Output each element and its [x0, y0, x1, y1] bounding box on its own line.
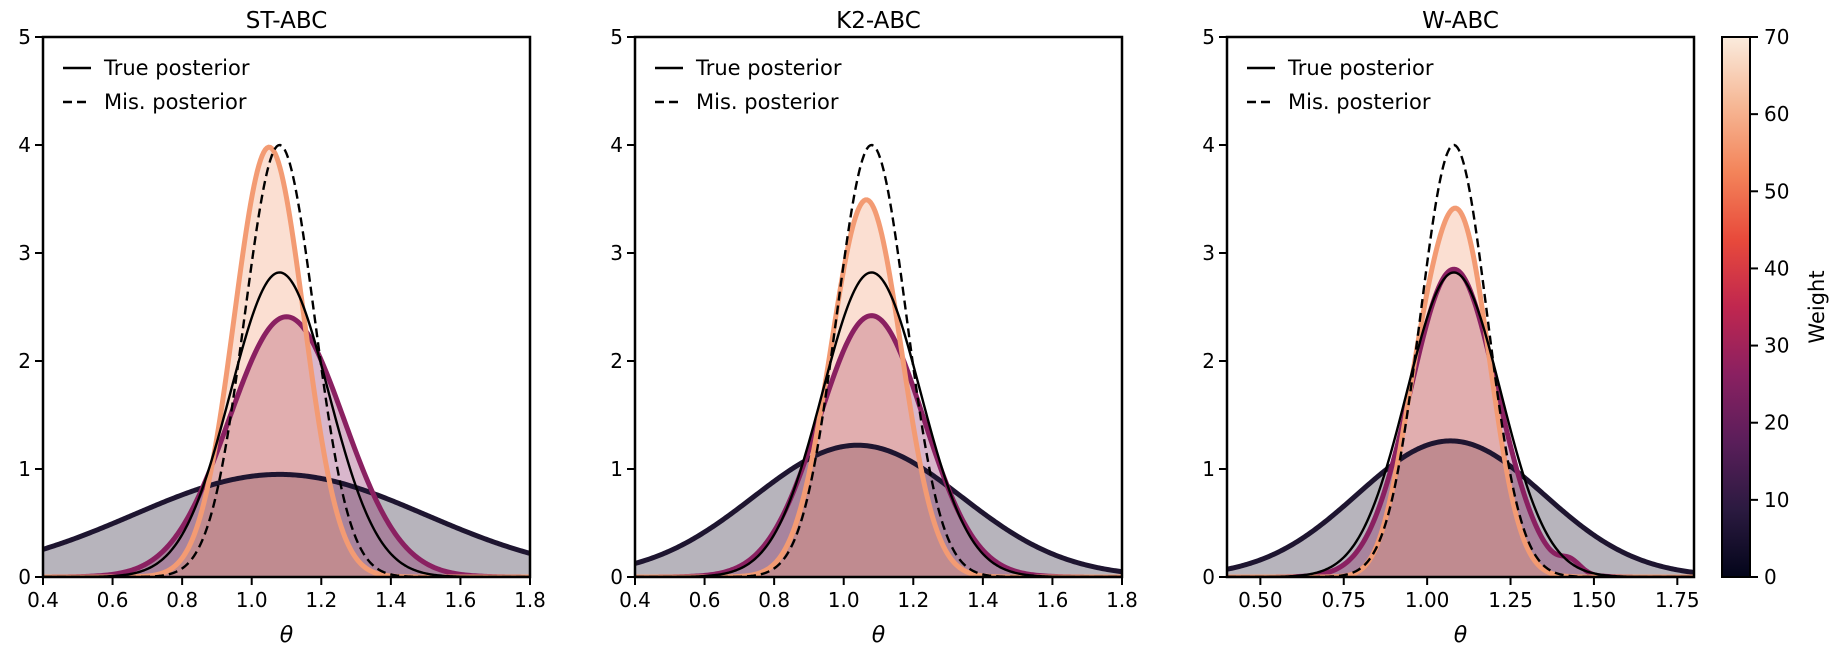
panel-title: ST-ABC — [246, 8, 328, 34]
panel-title: K2-ABC — [836, 8, 921, 34]
panel-title: W-ABC — [1422, 8, 1499, 34]
posterior-fill-w5 — [635, 445, 1122, 577]
colorbar-tick-label: 20 — [1764, 411, 1789, 435]
colorbar-tick-label: 40 — [1764, 256, 1789, 280]
posterior-fill-w5 — [1227, 440, 1694, 577]
x-tick-label: 1.8 — [1106, 588, 1138, 612]
axes-frame — [1225, 35, 1696, 579]
legend: True posterior Mis. posterior — [63, 56, 250, 114]
x-tick-label: 0.4 — [619, 588, 651, 612]
posterior-fill-w60 — [1227, 208, 1694, 577]
y-tick-label: 0 — [610, 565, 623, 589]
x-tick-label: 1.25 — [1488, 588, 1533, 612]
y-tick-label: 1 — [18, 457, 31, 481]
colorbar-tick-label: 70 — [1764, 25, 1789, 49]
colorbar: 0 10 20 30 40 50 60 70 Weight — [1721, 25, 1829, 589]
posterior-line-w25 — [43, 314, 530, 577]
legend-label: Mis. posterior — [104, 90, 247, 114]
posterior-fill-w25 — [43, 316, 530, 577]
x-tick-label: 1.2 — [305, 588, 337, 612]
legend-label: True posterior — [103, 56, 250, 80]
y-tick-label: 2 — [1202, 349, 1215, 373]
x-tick-label: 1.6 — [445, 588, 477, 612]
colorbar-tick-label: 50 — [1764, 179, 1789, 203]
x-tick-label: 1.2 — [897, 588, 929, 612]
colorbar-tick-label: 30 — [1764, 334, 1789, 358]
axes-frame — [41, 35, 532, 579]
y-tick-label: 1 — [610, 457, 623, 481]
legend-label: True posterior — [1287, 56, 1434, 80]
legend-label: Mis. posterior — [696, 90, 839, 114]
posterior-fill-w25 — [1227, 269, 1694, 577]
posterior-fill-w60 — [635, 199, 1122, 577]
posterior-line-w5 — [43, 471, 530, 556]
colorbar-tick-label: 10 — [1764, 488, 1789, 512]
legend-label: Mis. posterior — [1288, 90, 1431, 114]
colorbar-gradient — [1721, 36, 1751, 578]
x-tick-label: 0.4 — [27, 588, 59, 612]
y-tick-label: 1 — [1202, 457, 1215, 481]
y-tick-label: 4 — [610, 133, 623, 157]
x-tick-label: 1.8 — [514, 588, 546, 612]
mis-posterior-line — [43, 143, 530, 577]
panel-2: 0 1 2 3 4 5 0.4 0.6 0.8 1.0 1.2 1.4 1.6 1.8 K2-ABC θ Tru… — [610, 8, 1138, 648]
posterior-line-w60 — [1227, 205, 1694, 577]
y-tick-label: 5 — [18, 25, 31, 49]
x-tick-label: 0.50 — [1238, 588, 1283, 612]
y-tick-label: 0 — [1202, 565, 1215, 589]
x-axis-label: θ — [1454, 623, 1468, 648]
y-tick-label: 3 — [18, 241, 31, 265]
x-tick-label: 1.4 — [375, 588, 407, 612]
y-tick-label: 0 — [18, 565, 31, 589]
y-tick-label: 4 — [18, 133, 31, 157]
x-axis-label: θ — [280, 623, 294, 648]
x-tick-label: 1.6 — [1037, 588, 1069, 612]
panel-3: 0 1 2 3 4 5 0.50 0.75 1.00 1.25 1.50 1.75 W-ABC θ True… — [1202, 8, 1699, 648]
posterior-line-w5 — [635, 442, 1122, 575]
y-tick-label: 4 — [1202, 133, 1215, 157]
x-tick-label: 0.6 — [97, 588, 129, 612]
y-tick-label: 3 — [610, 241, 623, 265]
y-tick-label: 3 — [1202, 241, 1215, 265]
mis-posterior-line — [635, 143, 1122, 577]
x-tick-label: 0.8 — [758, 588, 790, 612]
colorbar-tick-label: 60 — [1764, 102, 1789, 126]
panel-1: 0 1 2 3 4 5 0.4 0.6 0.8 1.0 1.2 1.4 1.6 1.8 ST-ABC θ Tru… — [18, 8, 546, 648]
legend-label: True posterior — [695, 56, 842, 80]
x-tick-label: 1.4 — [967, 588, 999, 612]
x-tick-label: 0.8 — [166, 588, 198, 612]
x-axis-label: θ — [872, 623, 886, 648]
x-tick-label: 1.75 — [1655, 588, 1700, 612]
posterior-line-w5 — [1227, 438, 1694, 575]
x-tick-label: 1.0 — [236, 588, 268, 612]
x-tick-label: 1.00 — [1405, 588, 1450, 612]
y-tick-label: 2 — [610, 349, 623, 373]
y-tick-label: 2 — [18, 349, 31, 373]
axes-frame — [633, 35, 1124, 579]
posterior-fill-w60 — [43, 147, 530, 577]
y-tick-label: 5 — [1202, 25, 1215, 49]
colorbar-label: Weight — [1805, 270, 1829, 343]
x-tick-label: 1.0 — [828, 588, 860, 612]
x-tick-label: 0.6 — [689, 588, 721, 612]
legend: True posterior Mis. posterior — [1247, 56, 1434, 114]
legend: True posterior Mis. posterior — [655, 56, 842, 114]
x-tick-label: 0.75 — [1321, 588, 1366, 612]
colorbar-tick-label: 0 — [1764, 565, 1777, 589]
y-tick-label: 5 — [610, 25, 623, 49]
x-tick-label: 1.50 — [1572, 588, 1617, 612]
